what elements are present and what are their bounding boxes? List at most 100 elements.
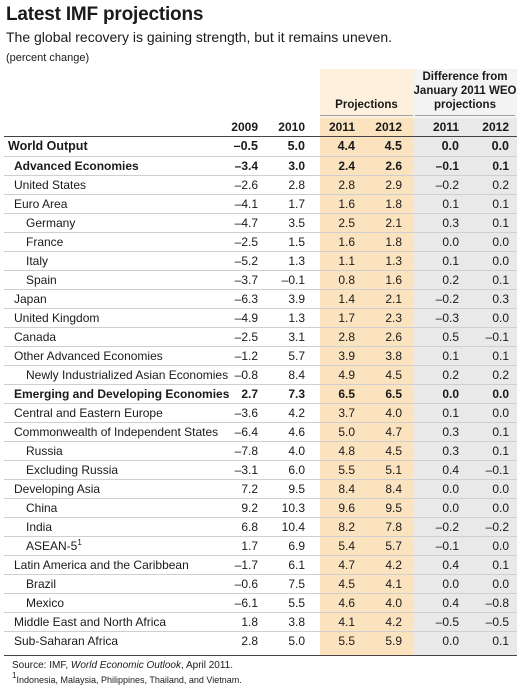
cell-2010: 4.0: [288, 444, 305, 458]
cell-diff-2012: 0.0: [491, 139, 509, 153]
difference-header-line-3: projections: [434, 99, 496, 111]
cell-proj-2012: 2.3: [385, 311, 402, 325]
cell-2009: 6.8: [241, 520, 258, 534]
cell-proj-2011: 2.8: [338, 330, 355, 344]
cell-2010: 9.5: [288, 482, 305, 496]
cell-proj-2012: 2.6: [385, 159, 402, 173]
cell-proj-2011: 2.8: [338, 178, 355, 192]
cell-proj-2012: 4.5: [384, 139, 402, 153]
difference-header-line-2: January 2011 WEO: [413, 85, 517, 97]
cell-2009: –3.6: [234, 406, 258, 420]
cell-diff-2011: 0.3: [442, 425, 459, 439]
cell-proj-2012: 2.1: [385, 216, 402, 230]
cell-2010: 3.0: [288, 159, 305, 173]
cell-proj-2011: 1.1: [338, 254, 355, 268]
cell-diff-2011: 0.4: [442, 463, 459, 477]
cell-diff-2011: 0.1: [442, 349, 459, 363]
cell-diff-2012: –0.8: [485, 596, 509, 610]
row-label: Other Advanced Economies: [14, 348, 163, 365]
cell-2009: 2.7: [241, 387, 258, 401]
row-label: Russia: [26, 443, 63, 460]
table-row: Germany –4.7 3.5 2.5 2.1 0.3 0.1: [4, 213, 517, 232]
cell-proj-2011: 1.7: [338, 311, 355, 325]
cell-2009: –3.1: [234, 463, 258, 477]
cell-proj-2012: 8.4: [385, 482, 402, 496]
cell-2010: –0.1: [281, 273, 305, 287]
cell-diff-2011: –0.2: [435, 292, 459, 306]
cell-proj-2012: 9.5: [385, 501, 402, 515]
table-row: Developing Asia 7.2 9.5 8.4 8.4 0.0 0.0: [4, 479, 517, 498]
column-header-2009: 2009: [231, 120, 258, 134]
cell-proj-2012: 4.7: [385, 425, 402, 439]
cell-diff-2012: –0.2: [485, 520, 509, 534]
cell-proj-2011: 8.4: [338, 482, 355, 496]
cell-proj-2011: 1.4: [338, 292, 355, 306]
column-header-proj-2011: 2011: [328, 120, 355, 134]
cell-2010: 6.0: [288, 463, 305, 477]
row-label-text: United Kingdom: [14, 311, 100, 325]
cell-diff-2012: 0.0: [492, 254, 509, 268]
header-rule: [4, 136, 517, 137]
cell-2010: 10.3: [281, 501, 305, 515]
projections-column-shade: [320, 118, 413, 656]
cell-2010: 8.4: [288, 368, 305, 382]
cell-diff-2011: 0.2: [442, 273, 459, 287]
cell-diff-2012: –0.1: [485, 330, 509, 344]
cell-diff-2011: 0.0: [442, 387, 459, 401]
table-row: Newly Industrialized Asian Economies –0.8…: [4, 365, 517, 384]
cell-diff-2011: 0.3: [442, 216, 459, 230]
row-label: Central and Eastern Europe: [14, 405, 163, 422]
cell-2010: 5.0: [287, 139, 305, 153]
cell-2009: 2.8: [241, 634, 258, 648]
row-label-text: Latin America and the Caribbean: [14, 558, 189, 572]
column-header-diff-2012: 2012: [482, 120, 509, 134]
cell-diff-2012: 0.1: [492, 273, 509, 287]
row-label-text: Sub-Saharan Africa: [14, 634, 119, 648]
cell-proj-2011: 4.4: [337, 139, 355, 153]
footnote-mark: 1: [12, 671, 17, 680]
cell-2009: –0.8: [234, 368, 258, 382]
cell-2010: 5.0: [288, 634, 305, 648]
cell-2009: 9.2: [241, 501, 258, 515]
cell-diff-2011: 0.2: [442, 368, 459, 382]
cell-proj-2011: 4.5: [338, 577, 355, 591]
row-label: Excluding Russia: [26, 462, 118, 479]
cell-proj-2012: 7.8: [385, 520, 402, 534]
row-label: Emerging and Developing Economies: [14, 386, 229, 403]
row-label: France: [26, 234, 63, 251]
cell-2010: 1.3: [288, 254, 305, 268]
row-label: Developing Asia: [14, 481, 100, 498]
row-label-text: India: [26, 520, 53, 534]
row-label: Brazil: [26, 576, 56, 593]
table-row: United States –2.6 2.8 2.8 2.9 –0.2 0.2: [4, 175, 517, 194]
cell-diff-2012: 0.1: [492, 634, 509, 648]
row-label-text: Developing Asia: [14, 482, 101, 496]
cell-proj-2011: 4.1: [338, 615, 355, 629]
row-label-text: Japan: [14, 292, 47, 306]
row-label: Canada: [14, 329, 56, 346]
cell-proj-2012: 4.5: [385, 444, 402, 458]
cell-proj-2012: 6.5: [385, 387, 402, 401]
cell-proj-2011: 5.5: [338, 463, 355, 477]
table-row: China 9.2 10.3 9.6 9.5 0.0 0.0: [4, 498, 517, 517]
difference-column-shade: [413, 118, 517, 656]
cell-2009: –6.4: [234, 425, 258, 439]
table-row: Euro Area –4.1 1.7 1.6 1.8 0.1 0.1: [4, 194, 517, 213]
cell-proj-2012: 4.0: [385, 406, 402, 420]
cell-diff-2012: 0.0: [492, 577, 509, 591]
cell-diff-2012: 0.2: [492, 368, 509, 382]
row-label-text: Spain: [26, 273, 57, 287]
table-row: Sub-Saharan Africa 2.8 5.0 5.5 5.9 0.0 0.1: [4, 631, 517, 650]
cell-diff-2012: 0.1: [492, 159, 509, 173]
cell-proj-2012: 2.6: [385, 330, 402, 344]
row-label: Euro Area: [14, 196, 67, 213]
cell-proj-2011: 4.6: [338, 596, 355, 610]
row-label-text: Commonwealth of Independent States: [14, 425, 219, 439]
cell-proj-2012: 4.0: [385, 596, 402, 610]
cell-diff-2011: 0.4: [442, 596, 459, 610]
row-label-text: United States: [14, 178, 87, 192]
cell-proj-2012: 2.1: [385, 292, 402, 306]
cell-diff-2012: –0.5: [485, 615, 509, 629]
cell-proj-2012: 3.8: [385, 349, 402, 363]
subtitle: The global recovery is gaining strength,…: [6, 29, 392, 45]
